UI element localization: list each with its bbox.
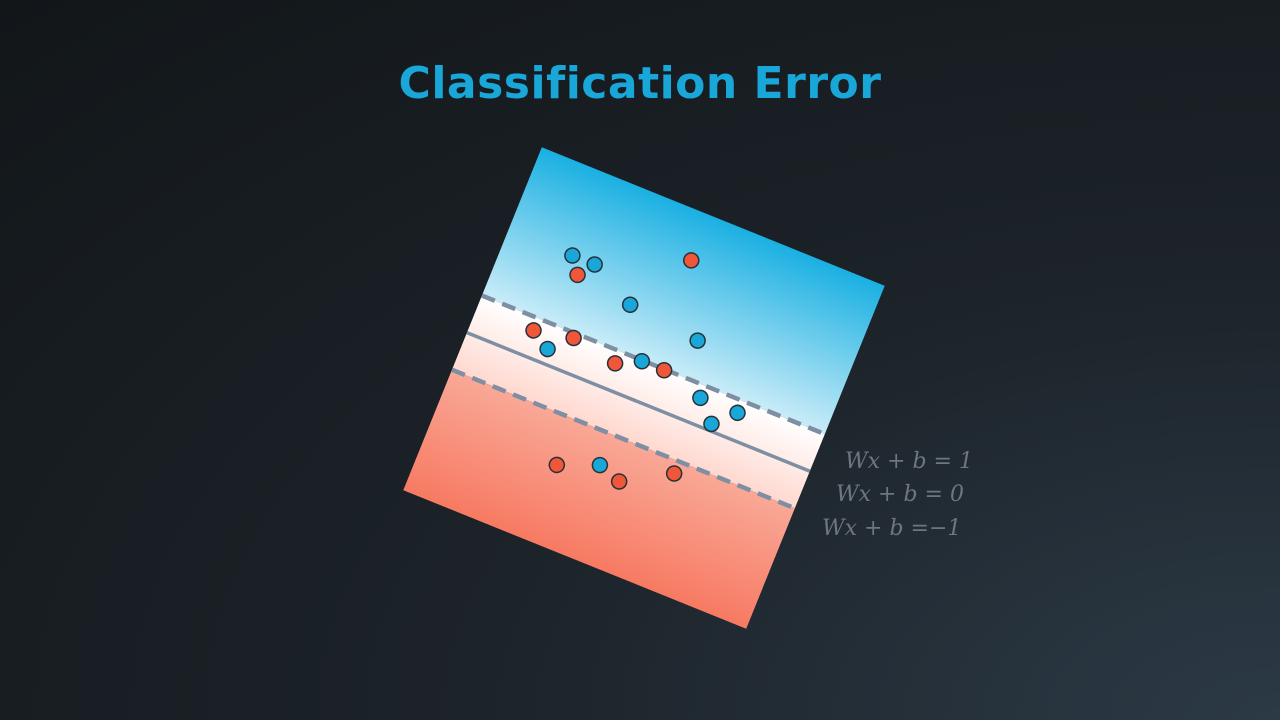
slide-title: Classification Error (398, 58, 882, 109)
red-class-point (565, 329, 582, 347)
red-class-point (655, 361, 673, 379)
blue-class-point (729, 404, 746, 422)
red-class-point (682, 252, 700, 269)
red-class-point (569, 266, 586, 284)
red-class-point (548, 456, 566, 474)
blue-class-point (586, 256, 603, 273)
blue-class-point (621, 296, 639, 314)
blue-class-point (539, 340, 556, 358)
blue-class-point (633, 353, 651, 370)
blue-class-point (689, 332, 706, 349)
red-class-point (525, 322, 542, 339)
upper-margin-line (480, 293, 826, 437)
decision-boundary-line (466, 330, 811, 473)
blue-class-point (703, 415, 720, 433)
decision-boundary-equation: Wx + b = 0 (836, 482, 964, 507)
lower-margin-equation: Wx + b =−1 (822, 516, 961, 541)
blue-class-point (564, 247, 581, 264)
lower-margin-line (451, 367, 796, 511)
rotated-plot-area (403, 147, 885, 629)
red-class-point (606, 355, 624, 372)
red-class-point (610, 473, 628, 490)
red-region (403, 369, 795, 629)
blue-class-point (692, 389, 709, 407)
blue-region (481, 147, 885, 435)
red-class-point (665, 465, 683, 482)
blue-class-point (591, 456, 609, 474)
upper-margin-equation: Wx + b = 1 (845, 449, 973, 474)
data-points (525, 247, 746, 490)
